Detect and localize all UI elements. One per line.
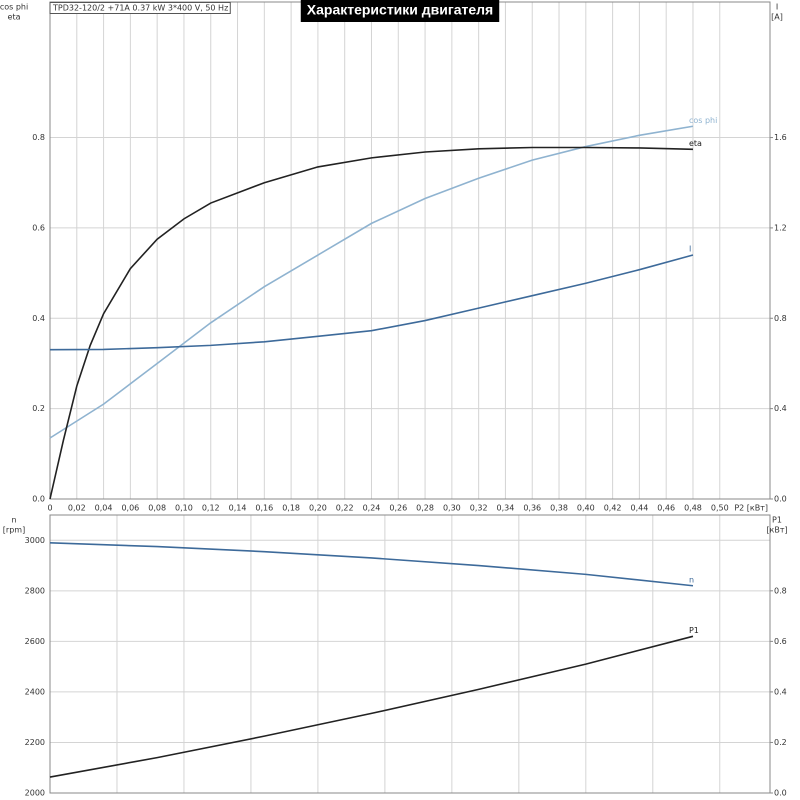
series-label: eta <box>689 139 702 148</box>
x-tick-label: 0,20 <box>309 504 327 513</box>
x-tick-label: 0,48 <box>684 504 702 513</box>
x-tick-label: 0,34 <box>497 504 515 513</box>
x-tick-label: 0 <box>47 504 52 513</box>
y2-tick-label: 0.6 <box>774 637 787 646</box>
x-tick-label: 0,30 <box>443 504 461 513</box>
y-axis-label: [rpm] <box>3 526 25 535</box>
series-label: P1 <box>689 626 699 635</box>
x-tick-label: 0,18 <box>282 504 300 513</box>
y2-axis-label: [A] <box>771 13 783 22</box>
subtitle-box <box>49 2 231 14</box>
y-axis-label: cos phi <box>0 3 28 12</box>
x-tick-label: 0,14 <box>229 504 247 513</box>
x-tick-label: 0,26 <box>389 504 407 513</box>
x-tick-label: 0,06 <box>121 504 139 513</box>
y-axis-label: eta <box>8 13 21 22</box>
plot-frame <box>49 1 771 500</box>
x-tick-label: 0,04 <box>95 504 113 513</box>
series-line <box>49 635 694 778</box>
y2-tick-label: 1.6 <box>774 133 787 142</box>
y2-tick-label: 0.4 <box>774 404 787 413</box>
x-tick-label: 0,02 <box>68 504 86 513</box>
y-tick-label: 2400 <box>25 687 45 696</box>
y2-axis-label: P1 <box>772 516 782 525</box>
subtitle: TPD32-120/2 +71A 0.37 kW 3*400 V, 50 Hz <box>52 4 228 13</box>
chart-title: Характеристики двигателя <box>307 2 493 18</box>
x-tick-label: 0,50 <box>711 504 729 513</box>
y2-tick-label: 1.2 <box>774 223 787 232</box>
y-axis-label: n <box>11 516 16 525</box>
y2-tick-label: 0.8 <box>774 314 787 323</box>
x-tick-label: 0,44 <box>630 504 648 513</box>
x-tick-label: 0,46 <box>657 504 675 513</box>
series-line <box>49 125 694 439</box>
x-tick-label: 0,40 <box>577 504 595 513</box>
y-tick-label: 2000 <box>25 789 45 798</box>
x-tick-label: 0,22 <box>336 504 354 513</box>
y-tick-label: 0.8 <box>32 133 45 142</box>
y-tick-label: 2600 <box>25 637 45 646</box>
x-tick-label: 0,28 <box>416 504 434 513</box>
x-tick-label: 0,12 <box>202 504 220 513</box>
y-tick-label: 0.4 <box>32 314 45 323</box>
y-tick-label: 2800 <box>25 586 45 595</box>
x-tick-label: 0,24 <box>363 504 381 513</box>
x-tick-label: 0,08 <box>148 504 166 513</box>
title-box <box>300 0 500 22</box>
x-tick-label: 0,32 <box>470 504 488 513</box>
series-label: I <box>689 245 691 254</box>
y2-tick-label: 0.4 <box>774 687 787 696</box>
y-tick-label: 0.2 <box>32 404 45 413</box>
series-line <box>49 254 694 351</box>
series-line <box>49 146 694 500</box>
y2-axis-label: I <box>776 3 778 12</box>
x-tick-label: 0,38 <box>550 504 568 513</box>
x-axis-label: P2 [кВт] <box>734 504 768 513</box>
y2-tick-label: 0.8 <box>774 586 787 595</box>
series-label: cos phi <box>689 116 717 125</box>
x-tick-label: 0,36 <box>523 504 541 513</box>
y2-tick-label: 0.2 <box>774 738 787 747</box>
x-tick-label: 0,10 <box>175 504 193 513</box>
x-tick-label: 0,16 <box>255 504 273 513</box>
y2-tick-label: 0.0 <box>774 789 787 798</box>
y-tick-label: 2200 <box>25 738 45 747</box>
y-tick-label: 0.6 <box>32 223 45 232</box>
x-tick-label: 0,42 <box>604 504 622 513</box>
y2-tick-label: 0.0 <box>774 495 787 504</box>
y2-axis-label: [кВт] <box>766 526 787 535</box>
y-tick-label: 0.0 <box>32 495 45 504</box>
series-line <box>49 542 694 587</box>
series-label: n <box>689 575 694 584</box>
y-tick-label: 3000 <box>25 536 45 545</box>
plot-frame <box>49 514 771 794</box>
